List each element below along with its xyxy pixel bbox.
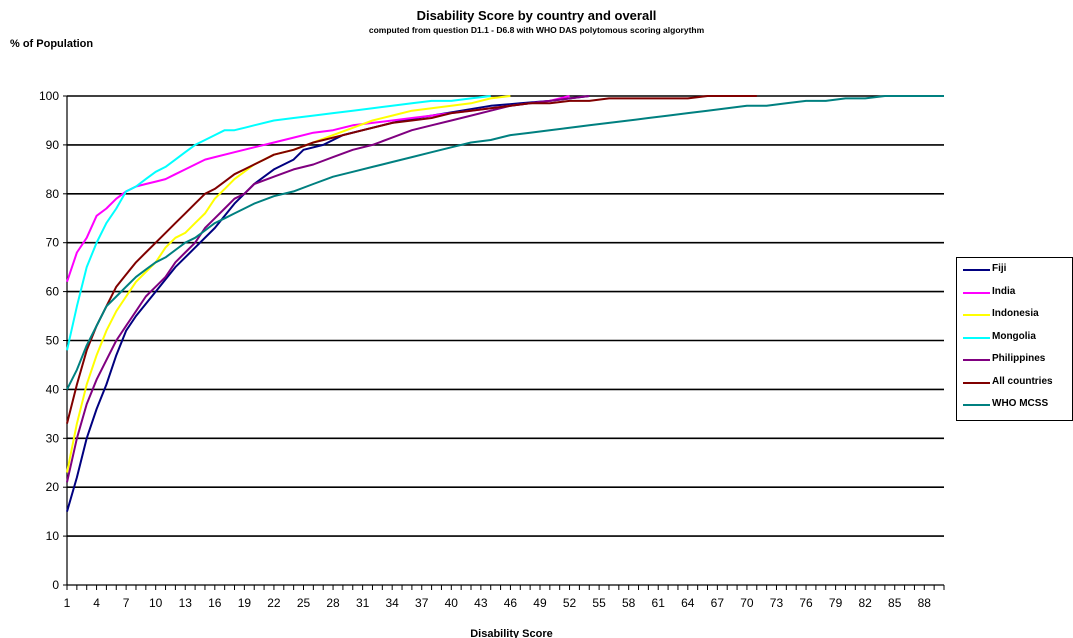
x-tick-label: 46 — [504, 596, 518, 610]
x-tick-label: 4 — [93, 596, 100, 610]
x-tick-label: 1 — [64, 596, 71, 610]
x-tick-label: 28 — [326, 596, 340, 610]
x-tick-label: 43 — [474, 596, 488, 610]
series-line-indonesia — [66, 95, 511, 473]
x-tick-label: 70 — [740, 596, 754, 610]
x-tick-label: 19 — [238, 596, 252, 610]
legend-swatch — [963, 336, 990, 339]
x-tick-label: 10 — [149, 596, 163, 610]
x-tick-label: 7 — [123, 596, 130, 610]
y-tick-label: 70 — [46, 236, 60, 250]
x-axis-label: Disability Score — [470, 628, 553, 638]
y-tick-label: 100 — [39, 89, 59, 103]
legend-swatch — [963, 269, 990, 271]
legend-label: India — [992, 285, 1016, 297]
x-tick-label: 16 — [208, 596, 222, 610]
chart-title: Disability Score by country and overall — [416, 8, 657, 23]
legend-swatch — [963, 359, 990, 361]
legend-swatch — [963, 291, 990, 294]
y-tick-label: 80 — [46, 187, 60, 201]
x-tick-label: 61 — [652, 596, 666, 610]
y-tick-label: 50 — [46, 334, 60, 348]
x-tick-label: 73 — [770, 596, 784, 610]
legend-label: WHO MCSS — [992, 398, 1049, 409]
series-line-fiji — [66, 95, 590, 512]
series-line-india — [66, 95, 570, 283]
x-tick-label: 79 — [829, 596, 843, 610]
y-tick-label: 40 — [46, 382, 60, 396]
x-tick-label: 88 — [918, 596, 932, 610]
y-tick-label: 0 — [52, 578, 59, 592]
x-tick-label: 55 — [592, 596, 606, 610]
legend-label: All countries — [992, 375, 1053, 387]
x-tick-label: 49 — [533, 596, 547, 610]
legend-label: Philippines — [992, 353, 1046, 364]
legend-label: Indonesia — [992, 308, 1039, 319]
y-tick-label: 90 — [46, 138, 60, 152]
x-tick-label: 40 — [445, 596, 459, 610]
x-tick-label: 64 — [681, 596, 695, 610]
x-tick-label: 58 — [622, 596, 636, 610]
legend-label: Fiji — [992, 263, 1007, 274]
series-line-all-countries — [66, 95, 757, 424]
x-tick-label: 85 — [888, 596, 902, 610]
legend-label: Mongolia — [992, 330, 1036, 342]
legend-swatch — [963, 314, 990, 316]
y-tick-label: 20 — [46, 480, 60, 494]
chart-subtitle: computed from question D1.1 - D6.8 with … — [368, 25, 705, 35]
legend-swatch — [963, 404, 990, 406]
x-tick-label: 22 — [267, 596, 281, 610]
series-line-mongolia — [66, 95, 491, 351]
x-tick-label: 34 — [386, 596, 400, 610]
x-tick-label: 31 — [356, 596, 370, 610]
x-tick-label: 52 — [563, 596, 577, 610]
chart-legend: Fiji India Indonesia Mongolia Philippines All… — [956, 257, 1073, 421]
x-tick-label: 82 — [858, 596, 872, 610]
y-tick-label: 30 — [46, 431, 60, 445]
x-tick-label: 67 — [711, 596, 725, 610]
x-tick-label: 76 — [799, 596, 813, 610]
x-tick-label: 13 — [179, 596, 193, 610]
x-tick-label: 37 — [415, 596, 429, 610]
y-axis-label: % of Population — [10, 38, 94, 50]
x-tick-label: 25 — [297, 596, 311, 610]
series-line-who-mcss — [66, 95, 944, 390]
legend-swatch — [963, 381, 990, 384]
y-tick-label: 10 — [46, 529, 60, 543]
y-tick-label: 60 — [46, 285, 60, 299]
series-line-philippines — [66, 95, 590, 483]
